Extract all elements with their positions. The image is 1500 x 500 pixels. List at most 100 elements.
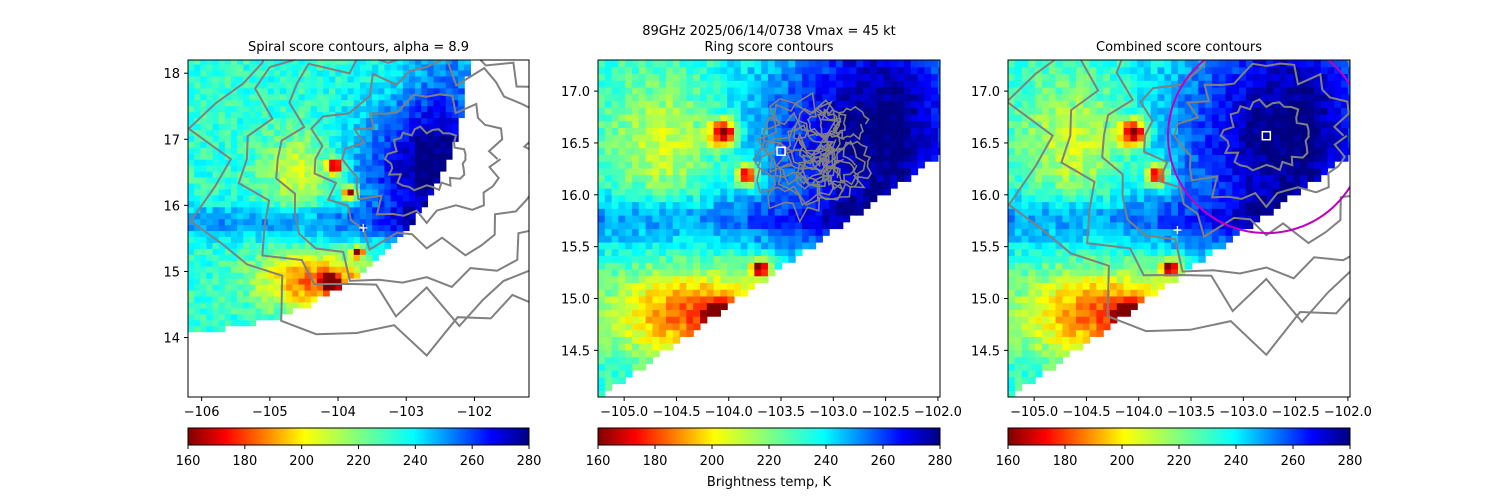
heatmap-cell (747, 100, 755, 108)
heatmap-cell (903, 100, 912, 108)
heatmap-cell (638, 309, 647, 317)
heatmap-cell (1239, 140, 1247, 149)
heatmap-cell (218, 75, 226, 83)
heatmap-cell (1157, 140, 1165, 149)
heatmap-cell (218, 99, 226, 107)
heatmap-cell (1021, 194, 1029, 203)
heatmap-cell (1320, 93, 1329, 102)
heatmap-cell (1096, 275, 1104, 284)
heatmap-cell (267, 182, 275, 190)
heatmap-cell (604, 120, 613, 128)
heatmap-cell (1232, 127, 1240, 135)
heatmap-cell (1069, 241, 1077, 250)
heatmap-cell (1218, 93, 1227, 102)
heatmap-cell (645, 255, 653, 263)
heatmap-cell (237, 123, 244, 130)
heatmap-cell (1055, 356, 1063, 364)
heatmap-cell (353, 60, 361, 65)
heatmap-cell (224, 117, 232, 125)
heatmap-cell (445, 99, 453, 107)
heatmap-cell (224, 105, 232, 113)
heatmap-cell (384, 105, 392, 113)
heatmap-cell (206, 111, 214, 119)
heatmap-cell (849, 93, 857, 102)
heatmap-cell (842, 167, 851, 176)
heatmap-cell (903, 161, 912, 169)
heatmap-cell (815, 208, 823, 216)
heatmap-cell (1252, 140, 1261, 149)
heatmap-cell (316, 176, 324, 184)
heatmap-cell (822, 201, 830, 209)
heatmap-cell (224, 111, 232, 119)
heatmap-cell (280, 69, 287, 77)
heatmap-cell (774, 127, 783, 135)
heatmap-cell (329, 272, 336, 279)
heatmap-cell (1252, 201, 1261, 209)
heatmap-cell (1123, 268, 1131, 277)
heatmap-cell (1198, 201, 1206, 209)
heatmap-cell (1279, 120, 1288, 128)
heatmap-cell (194, 224, 201, 232)
heatmap-cell (1014, 268, 1023, 277)
heatmap-cell (1035, 235, 1043, 243)
heatmap-cell (1130, 248, 1138, 257)
heatmap-cell (1171, 228, 1179, 236)
heatmap-cell (1279, 194, 1288, 203)
heatmap-cell (243, 165, 250, 172)
heatmap-cell (347, 188, 355, 196)
heatmap-cell (1130, 73, 1138, 81)
heatmap-cell (273, 230, 281, 238)
heatmap-cell (1014, 329, 1023, 337)
heatmap-cell (1041, 161, 1050, 169)
heatmap-cell (910, 86, 919, 95)
heatmap-cell (402, 75, 410, 83)
heatmap-cell (1205, 140, 1213, 149)
heatmap-cell (329, 194, 336, 202)
heatmap-cell (286, 278, 293, 285)
heatmap-cell (924, 60, 932, 68)
heatmap-cell (1286, 181, 1295, 189)
heatmap-cell (310, 176, 318, 184)
heatmap-cell (761, 248, 769, 257)
heatmap-cell (1171, 255, 1179, 263)
heatmap-cell (903, 113, 912, 122)
heatmap-cell (618, 161, 626, 169)
heatmap-cell (1334, 73, 1342, 81)
heatmap-cell (869, 113, 878, 122)
heatmap-cell (1130, 275, 1138, 284)
heatmap-cell (1137, 167, 1145, 176)
heatmap-cell (1109, 228, 1118, 236)
heatmap-cell (795, 235, 803, 243)
heatmap-cell (1300, 181, 1308, 189)
heatmap-cell (618, 127, 626, 135)
heatmap-cell (686, 316, 694, 324)
heatmap-cell (359, 165, 367, 172)
heatmap-cell (883, 140, 891, 149)
heatmap-cell (1164, 161, 1172, 169)
heatmap-cell (618, 376, 626, 385)
contour-line (310, 60, 529, 257)
heatmap-cell (829, 188, 837, 196)
heatmap-cell (869, 73, 878, 81)
heatmap-cell (727, 80, 735, 88)
heatmap-cell (1109, 289, 1118, 297)
heatmap-cell (200, 266, 208, 273)
heatmap-cell (249, 224, 257, 232)
heatmap-cell (679, 174, 687, 182)
heatmap-cell (1014, 241, 1023, 250)
heatmap-cell (286, 200, 293, 208)
heatmap-cell (672, 100, 681, 108)
heatmap-cell (372, 212, 379, 220)
heatmap-cell (194, 248, 201, 255)
heatmap-cell (1157, 127, 1165, 135)
heatmap-cell (316, 123, 324, 130)
heatmap-cell (706, 248, 715, 257)
heatmap-cell (917, 80, 925, 88)
heatmap-cell (1123, 73, 1131, 81)
heatmap-cell (1062, 343, 1070, 351)
heatmap-cell (1286, 154, 1295, 162)
heatmap-cell (1177, 93, 1186, 102)
heatmap-cell (665, 93, 674, 102)
heatmap-cell (224, 141, 232, 148)
heatmap-cell (304, 260, 312, 267)
